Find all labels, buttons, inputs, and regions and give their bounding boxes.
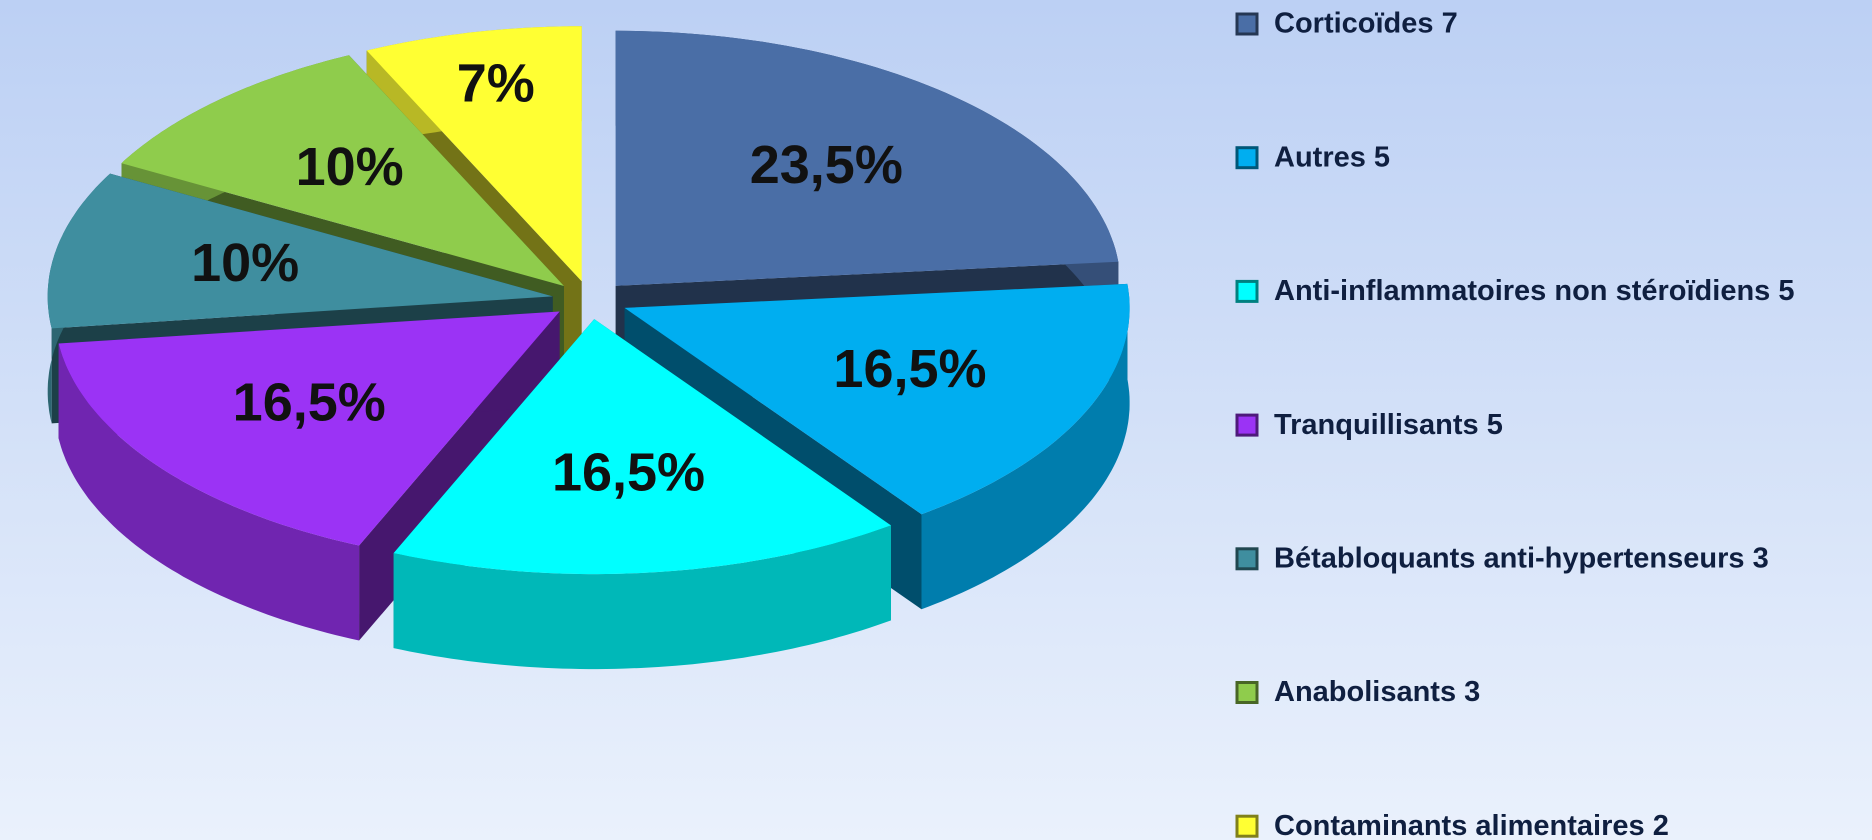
- legend-swatch: [1235, 681, 1259, 704]
- slice: [47, 173, 553, 329]
- legend-label: Corticoïdes 7: [1274, 8, 1458, 40]
- data-label: 16,5%: [233, 373, 386, 433]
- data-label: 16,5%: [833, 339, 986, 399]
- slice: [615, 30, 1119, 286]
- slice: [624, 283, 1130, 515]
- legend-swatch: [1235, 12, 1259, 36]
- legend-label: Anabolisants 3: [1274, 676, 1480, 708]
- legend-label: Autres 5: [1274, 141, 1390, 173]
- data-label: 10%: [296, 137, 404, 197]
- data-label: 16,5%: [552, 442, 705, 502]
- slice-side: [58, 343, 360, 641]
- legend-label: Anti-inflammatoires non stéroïdiens 5: [1274, 275, 1794, 307]
- slice: [121, 55, 564, 286]
- legend-swatch: [1235, 279, 1259, 303]
- legend-label: Contaminants alimentaires 2: [1274, 810, 1669, 840]
- legend-label: Bétabloquants anti-hypertenseurs 3: [1274, 542, 1769, 574]
- legend-label: Tranquillisants 5: [1274, 409, 1503, 441]
- legend-swatch: [1235, 146, 1259, 170]
- data-label: 10%: [191, 233, 299, 293]
- legend-swatch: [1235, 413, 1259, 437]
- legend-swatch: [1235, 814, 1259, 838]
- data-label: 7%: [457, 53, 535, 113]
- legend-swatch: [1235, 547, 1259, 571]
- slice: [58, 311, 560, 546]
- slice: [393, 319, 891, 575]
- slice-side: [393, 525, 891, 670]
- data-label: 23,5%: [750, 135, 903, 195]
- slice-side: [921, 283, 1130, 610]
- slice: [366, 26, 582, 282]
